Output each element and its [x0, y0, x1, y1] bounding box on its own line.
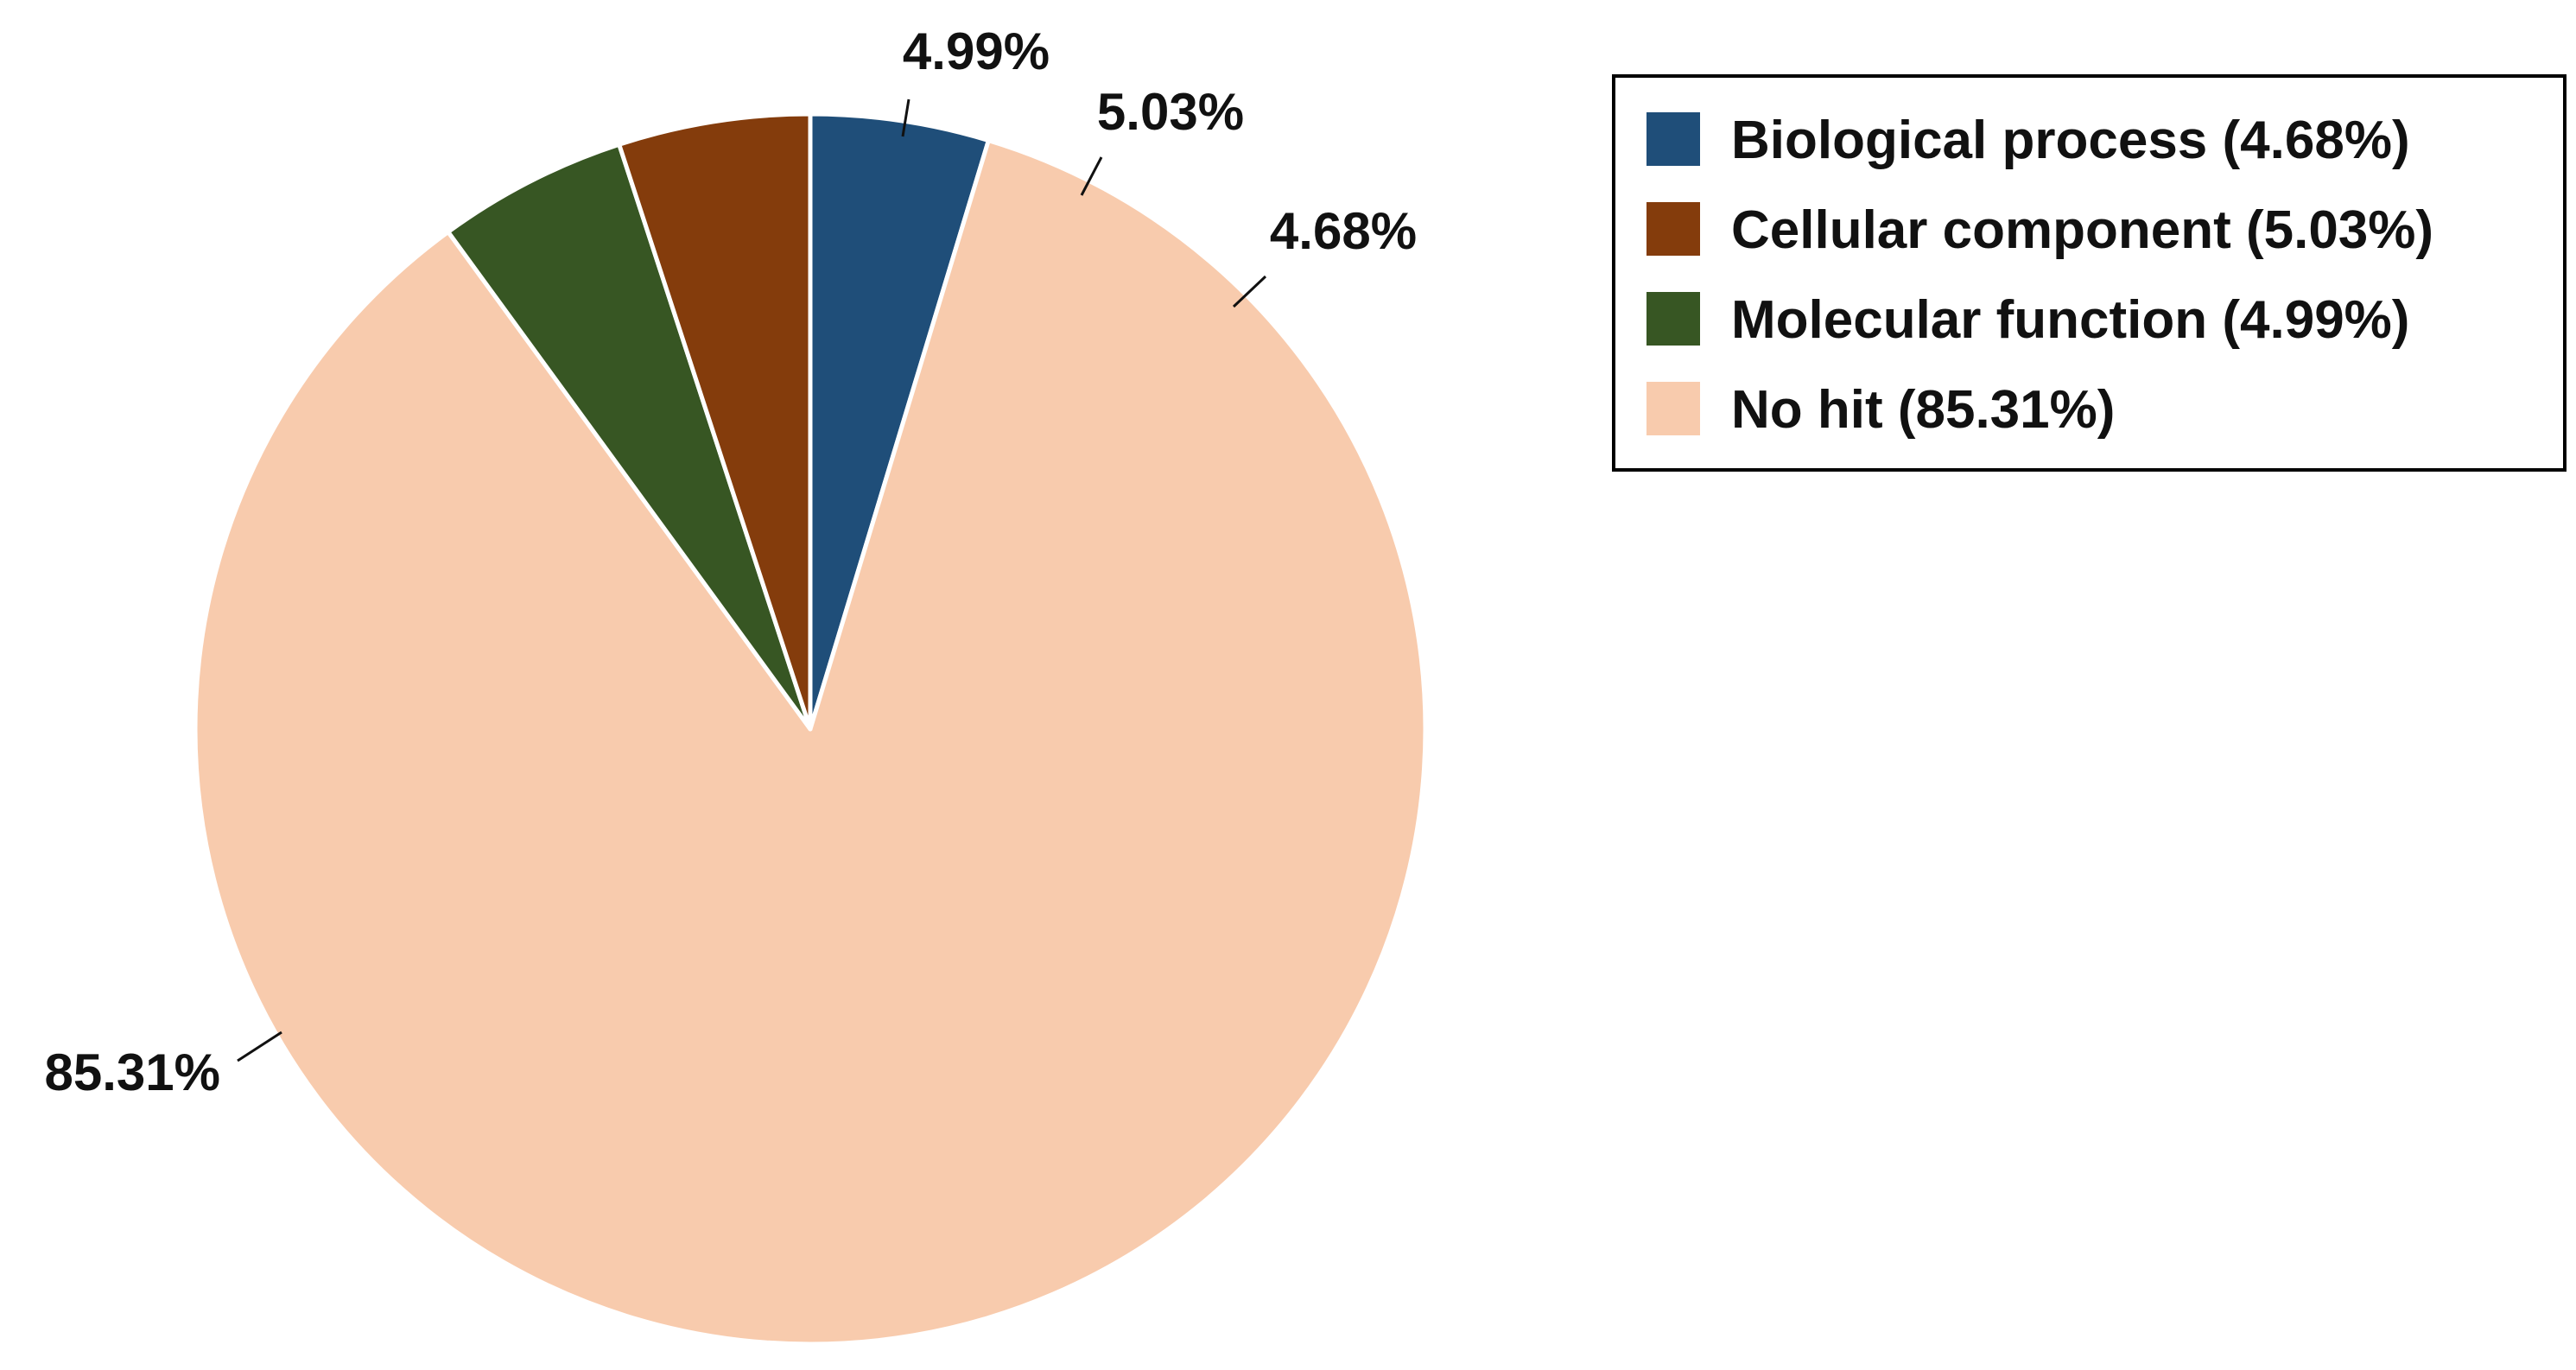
slice-label-biological-process: 4.68%: [1270, 202, 1417, 260]
pie-slice-cellular-component: [617, 111, 813, 732]
pie-slice-molecular-function: [446, 142, 813, 732]
slice-label-molecular-function: 4.99%: [903, 22, 1050, 80]
leader-line-molecular-function: [901, 98, 910, 137]
leader-line-no-hit: [237, 1031, 282, 1062]
pie-slice-no-hit: [193, 138, 1428, 1347]
slice-label-no-hit: 85.31%: [45, 1043, 221, 1101]
slice-label-cellular-component: 5.03%: [1097, 83, 1244, 141]
legend-swatch-no-hit: [1646, 382, 1700, 435]
legend-entry-molecular-function: Molecular function (4.99%): [1731, 290, 2409, 350]
leader-lines: [237, 98, 1267, 1062]
slice-value-labels: 4.68% 85.31% 4.99% 5.03%: [45, 22, 1418, 1101]
leader-line-biological-process: [1232, 275, 1267, 308]
legend-entry-biological-process: Biological process (4.68%): [1731, 111, 2410, 170]
legend-entry-no-hit: No hit (85.31%): [1731, 380, 2115, 440]
legend-box: [1612, 74, 2566, 472]
legend-entry-cellular-component: Cellular component (5.03%): [1731, 200, 2433, 260]
legend-swatch-molecular-function: [1646, 292, 1700, 346]
pie-slices: [193, 111, 1428, 1347]
leader-line-cellular-component: [1080, 156, 1103, 196]
legend-swatch-biological-process: [1646, 112, 1700, 166]
legend-swatch-cellular-component: [1646, 202, 1700, 256]
legend: Biological process (4.68%) Cellular comp…: [1612, 74, 2566, 472]
